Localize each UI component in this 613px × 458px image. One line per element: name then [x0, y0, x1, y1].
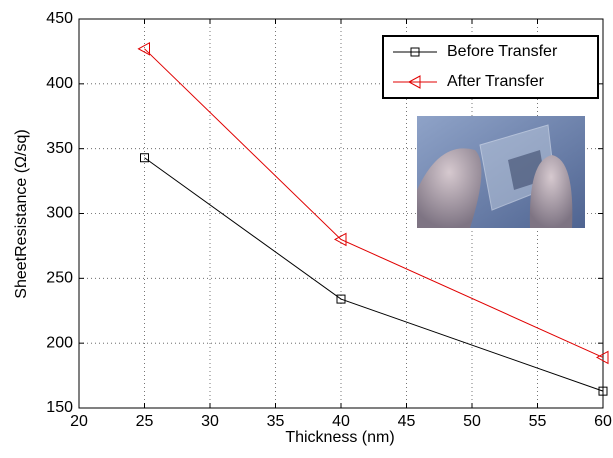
marker — [595, 350, 609, 365]
y-tick-label: 400 — [46, 75, 73, 92]
y-tick-label: 300 — [46, 205, 73, 222]
x-tick-label: 55 — [529, 413, 547, 430]
marker — [336, 294, 346, 304]
x-tick-label: 50 — [463, 413, 481, 430]
series-line — [144, 157, 604, 392]
x-axis-label: Thickness (nm) — [285, 429, 394, 446]
y-axis-label: SheetResistance (Ω/sq) — [13, 129, 30, 298]
marker — [137, 41, 150, 56]
axes-frame — [78, 18, 604, 409]
legend-marker — [410, 47, 420, 57]
x-tick-label: 30 — [201, 413, 219, 430]
legend-label: After Transfer — [447, 73, 545, 90]
marker — [140, 153, 149, 163]
y-tick-label: 200 — [46, 334, 73, 351]
x-tick-label: 60 — [594, 413, 612, 430]
marker — [598, 386, 608, 396]
x-tick-label: 20 — [70, 413, 88, 430]
x-tick-label: 25 — [136, 413, 154, 430]
x-tick-label: 40 — [332, 413, 350, 430]
y-tick-label: 150 — [46, 399, 73, 416]
y-tick-label: 350 — [46, 140, 73, 157]
y-tick-label: 250 — [46, 270, 73, 287]
legend: Before Transfer After Transfer — [382, 35, 599, 99]
inset-photo — [417, 116, 585, 228]
marker — [333, 232, 347, 247]
series-line — [144, 48, 604, 358]
legend-label: Before Transfer — [447, 43, 558, 60]
x-tick-label: 45 — [398, 413, 416, 430]
legend-marker — [407, 75, 421, 89]
x-tick-label: 35 — [267, 413, 285, 430]
y-tick-label: 450 — [46, 10, 73, 27]
